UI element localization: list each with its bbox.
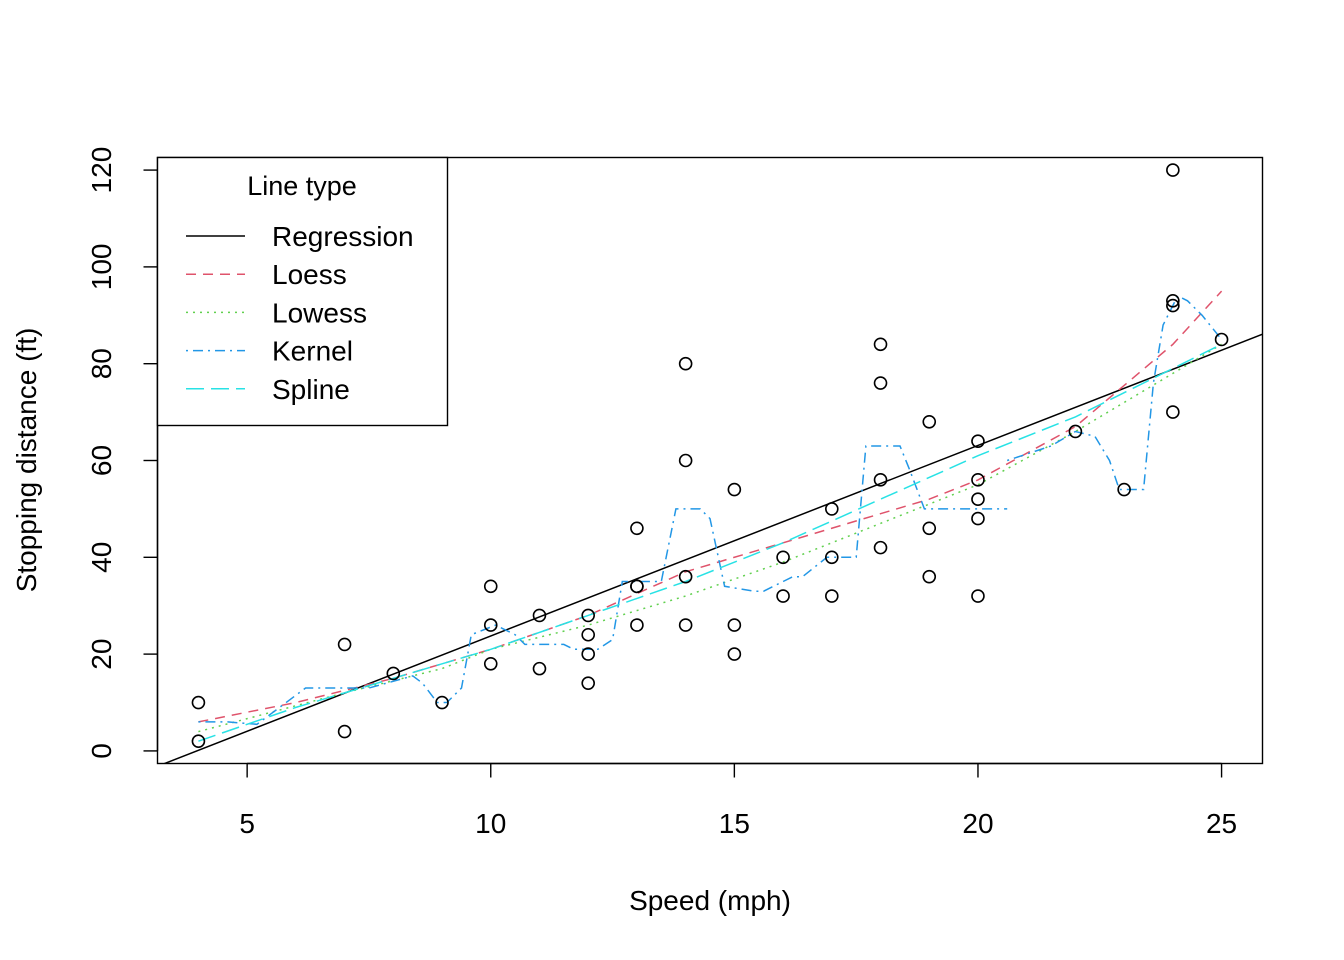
data-point bbox=[971, 589, 985, 603]
data-point bbox=[483, 656, 498, 671]
legend-label-regression: Regression bbox=[272, 221, 414, 252]
data-point bbox=[922, 569, 937, 584]
data-point bbox=[630, 521, 644, 536]
data-point bbox=[1166, 405, 1180, 419]
data-point bbox=[922, 414, 937, 429]
data-point bbox=[678, 453, 693, 468]
data-point bbox=[386, 666, 401, 681]
legend-label-spline: Spline bbox=[272, 374, 350, 405]
data-point bbox=[191, 734, 206, 749]
series-line-spline bbox=[198, 343, 1222, 742]
data-point bbox=[873, 540, 888, 555]
data-point bbox=[825, 589, 839, 603]
series-layer bbox=[162, 290, 1263, 764]
data-point bbox=[581, 647, 595, 661]
x-axis: 5 10 15 20 25 bbox=[239, 762, 1237, 839]
y-axis-label: Stopping distance (ft) bbox=[11, 328, 42, 593]
data-point bbox=[678, 356, 693, 371]
legend-label-kernel: Kernel bbox=[272, 336, 353, 367]
series-line-kernel bbox=[198, 445, 1008, 726]
y-tick-label: 80 bbox=[86, 348, 117, 379]
x-tick-label: 20 bbox=[962, 808, 993, 839]
data-point bbox=[776, 589, 790, 603]
data-point bbox=[1117, 482, 1131, 497]
x-tick-label: 15 bbox=[719, 808, 750, 839]
y-tick-label: 120 bbox=[86, 147, 117, 194]
data-point bbox=[630, 618, 644, 632]
y-tick-label: 20 bbox=[86, 639, 117, 670]
data-point bbox=[727, 482, 742, 497]
x-tick-label: 25 bbox=[1206, 808, 1237, 839]
y-tick-label: 0 bbox=[86, 743, 117, 759]
data-point bbox=[532, 608, 547, 623]
series-line-kernel bbox=[1006, 294, 1223, 491]
data-point bbox=[971, 511, 985, 526]
data-point bbox=[191, 695, 206, 710]
legend-label-loess: Loess bbox=[272, 259, 347, 290]
data-point bbox=[483, 618, 498, 632]
data-point bbox=[581, 627, 595, 642]
data-point bbox=[1166, 293, 1180, 308]
x-tick-label: 5 bbox=[239, 808, 255, 839]
y-axis: 0 20 40 60 80 100 120 bbox=[86, 147, 159, 759]
data-point bbox=[922, 521, 937, 536]
data-point bbox=[1214, 332, 1229, 347]
data-point bbox=[971, 473, 985, 487]
y-tick-label: 40 bbox=[86, 542, 117, 573]
data-point bbox=[825, 502, 839, 516]
data-point bbox=[630, 579, 644, 594]
x-axis-label: Speed (mph) bbox=[629, 885, 791, 916]
legend-entries: Regression Loess Lowess Kernel Spline bbox=[186, 221, 414, 405]
legend-box bbox=[156, 156, 449, 427]
data-point bbox=[873, 376, 888, 390]
data-point bbox=[1166, 163, 1180, 177]
data-point bbox=[337, 637, 352, 652]
x-tick-label: 10 bbox=[475, 808, 506, 839]
points-layer bbox=[191, 163, 1229, 749]
data-point bbox=[678, 618, 693, 632]
data-point bbox=[435, 695, 449, 710]
legend-label-lowess: Lowess bbox=[272, 297, 367, 328]
legend-title: Line type bbox=[247, 171, 357, 201]
data-point bbox=[873, 473, 888, 487]
y-tick-label: 100 bbox=[86, 244, 117, 291]
data-point bbox=[873, 337, 888, 352]
data-point bbox=[776, 550, 790, 565]
data-point bbox=[971, 434, 985, 448]
data-point bbox=[727, 618, 742, 632]
data-point bbox=[483, 579, 498, 594]
data-point bbox=[971, 492, 985, 507]
legend: Line type Regression Loess Lowess Kernel Spl… bbox=[156, 156, 449, 427]
data-point bbox=[337, 724, 352, 739]
data-point bbox=[581, 608, 595, 623]
data-point bbox=[727, 647, 742, 661]
data-point bbox=[581, 676, 595, 690]
y-tick-label: 60 bbox=[86, 445, 117, 476]
data-point bbox=[1166, 298, 1180, 313]
data-point bbox=[825, 550, 839, 565]
data-point bbox=[1068, 424, 1083, 439]
data-point bbox=[532, 661, 547, 676]
data-point bbox=[678, 569, 693, 584]
